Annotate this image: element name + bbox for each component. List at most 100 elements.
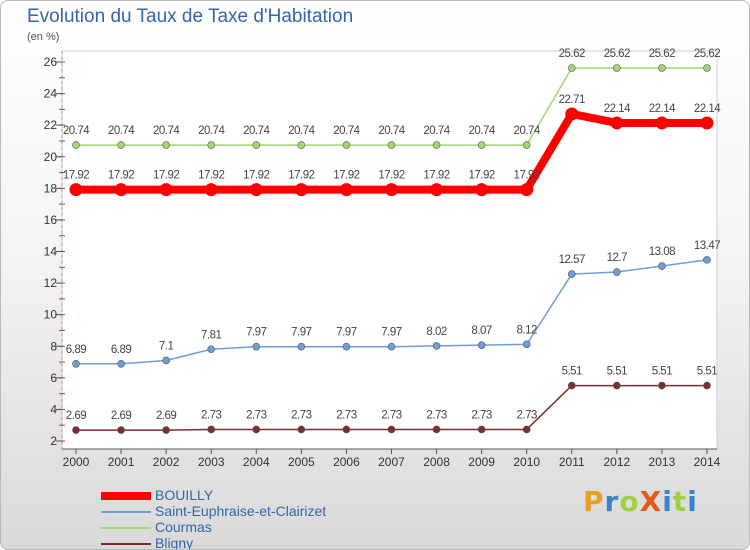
data-point (613, 381, 621, 390)
x-tick-label: 2009 (468, 455, 495, 469)
data-label: 7.97 (291, 327, 311, 339)
data-label: 20.74 (514, 125, 541, 137)
data-point (658, 64, 666, 72)
data-label: 5.51 (697, 366, 717, 378)
x-tick-label: 2002 (153, 455, 180, 469)
legend-swatch (101, 543, 151, 545)
y-tick-label: 8 (50, 339, 57, 353)
data-label: 17.92 (514, 170, 540, 182)
legend-label: Bligny (155, 535, 194, 550)
data-point (655, 116, 669, 130)
data-point (658, 262, 666, 270)
data-label: 7.1 (159, 340, 174, 352)
data-label: 2.73 (336, 409, 356, 421)
data-point (294, 183, 308, 197)
data-point (387, 342, 396, 351)
data-point (72, 141, 80, 149)
data-label: 5.51 (607, 366, 627, 378)
y-tick-label: 26 (44, 55, 58, 69)
data-point (117, 141, 125, 149)
data-label: 13.08 (649, 246, 675, 258)
data-point (162, 426, 170, 434)
data-point (384, 183, 398, 197)
data-label: 17.92 (63, 170, 89, 182)
data-label: 20.74 (198, 125, 225, 137)
data-point (567, 270, 576, 278)
logo-letter: r (604, 485, 620, 518)
data-point (252, 425, 261, 434)
data-point (477, 341, 486, 349)
data-label: 20.74 (243, 125, 270, 137)
data-point (117, 426, 125, 434)
data-point (432, 425, 441, 434)
data-label: 20.74 (153, 125, 180, 137)
data-point (207, 141, 216, 149)
data-point (72, 426, 80, 434)
data-label: 2.69 (66, 410, 86, 422)
data-label: 17.92 (423, 170, 449, 182)
data-label: 20.74 (108, 125, 135, 137)
data-point (522, 340, 531, 349)
data-label: 6.89 (111, 344, 131, 356)
data-label: 2.73 (201, 409, 221, 421)
y-tick-label: 10 (44, 308, 58, 322)
data-point (342, 425, 351, 434)
data-label: 12.7 (607, 252, 627, 264)
data-label: 17.92 (108, 170, 134, 182)
data-label: 2.73 (426, 409, 446, 421)
x-tick-label: 2007 (378, 455, 405, 469)
data-label: 20.74 (288, 125, 315, 137)
legend-label: Courmas (155, 519, 212, 535)
data-label: 13.47 (694, 240, 720, 252)
data-label: 8.07 (471, 325, 491, 337)
data-point (700, 116, 714, 130)
data-label: 5.51 (562, 366, 582, 378)
data-label: 7.97 (336, 327, 356, 339)
data-label: 2.73 (471, 409, 491, 421)
y-tick-label: 22 (44, 118, 58, 132)
y-tick-label: 18 (44, 181, 58, 195)
data-point (117, 359, 125, 368)
y-tick-label: 6 (50, 371, 57, 385)
x-tick-label: 2001 (108, 455, 135, 469)
y-tick-label: 12 (44, 276, 58, 290)
data-point (477, 141, 486, 149)
data-point (339, 183, 353, 197)
data-label: 2.69 (111, 410, 131, 422)
data-label: 5.51 (652, 366, 672, 378)
data-label: 12.57 (559, 254, 585, 266)
data-point (613, 268, 621, 276)
x-tick-label: 2006 (333, 455, 360, 469)
data-point (162, 356, 170, 365)
data-label: 2.73 (291, 409, 311, 421)
x-tick-label: 2011 (559, 455, 585, 469)
data-label: 25.62 (559, 48, 585, 60)
data-label: 2.73 (517, 409, 537, 421)
data-point (522, 141, 531, 149)
data-point (520, 183, 534, 197)
data-point (387, 425, 396, 434)
data-label: 17.92 (243, 170, 269, 182)
data-point (432, 141, 441, 149)
data-label: 8.02 (426, 326, 446, 338)
data-point (432, 342, 441, 350)
data-label: 20.74 (378, 125, 405, 137)
data-point (613, 64, 621, 72)
data-point (387, 141, 396, 149)
data-label: 22.14 (694, 103, 721, 115)
data-label: 25.62 (649, 48, 675, 60)
data-label: 20.74 (423, 125, 450, 137)
y-tick-label: 20 (44, 150, 58, 164)
proxiti-logo: ProXiti (583, 485, 698, 518)
data-label: 22.14 (649, 103, 676, 115)
data-point (204, 183, 218, 197)
data-label: 22.14 (604, 103, 631, 115)
x-tick-label: 2010 (513, 455, 540, 469)
legend-swatch (101, 492, 151, 500)
data-point (162, 141, 170, 149)
logo-letter: P (583, 485, 605, 518)
data-point (72, 359, 80, 368)
data-label: 2.73 (381, 409, 401, 421)
